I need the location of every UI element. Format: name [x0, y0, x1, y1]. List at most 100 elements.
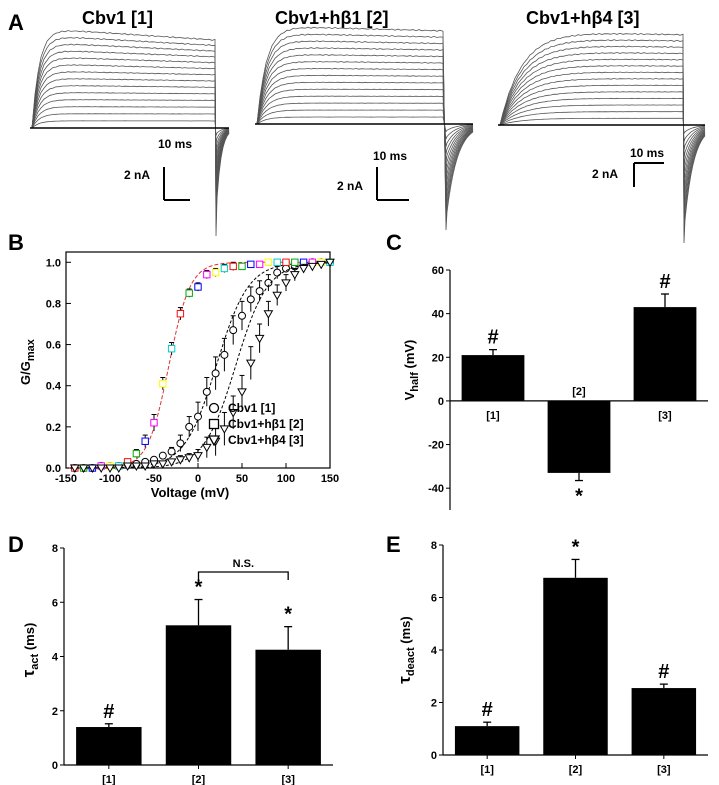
current-trace: [499, 52, 706, 218]
data-point: [237, 388, 247, 397]
data-point: [122, 462, 133, 471]
current-trace: [256, 40, 474, 215]
data-point: [157, 460, 168, 469]
data-point: [255, 287, 264, 296]
data-point: [273, 258, 281, 266]
data-point: [228, 408, 239, 418]
y-tick-label: 6: [52, 597, 58, 609]
data-point: [211, 369, 220, 378]
current-trace: [499, 91, 706, 168]
panel-letter-c: C: [386, 230, 402, 255]
legend-b: Cbv1 [1] Cbv1+hβ1 [2] Cbv1+hβ4 [3]: [207, 401, 304, 447]
y-tick-label: 0: [431, 750, 437, 762]
current-trace: [499, 32, 706, 244]
data-point: [166, 458, 177, 467]
y-tick-label: -20: [428, 440, 444, 452]
x-tick-label: -100: [99, 473, 121, 485]
current-trace: [499, 117, 706, 135]
conductance-voltage-plot: -150 -100 -50 0 50 100 150 0.0 0.2 0.4 0.6 0.8 1.0: [46, 251, 339, 485]
data-point: [202, 387, 211, 396]
current-trace: [499, 78, 706, 185]
legend-label: Cbv1+hβ1 [2]: [228, 417, 304, 431]
current-trace: [256, 88, 474, 162]
significance-mark: *: [284, 604, 292, 626]
current-trace: [499, 111, 706, 143]
panel-letter-b: B: [8, 230, 24, 255]
significance-mark: #: [659, 271, 670, 293]
category-label: [2]: [192, 774, 206, 785]
current-trace: [499, 58, 706, 210]
y-tick-label: 0.6: [46, 340, 61, 352]
current-trace: [499, 71, 706, 193]
y-tick-label: 40: [432, 309, 444, 321]
data-point: [219, 425, 230, 434]
bracket-label: N.S.: [233, 558, 254, 570]
data-point: [246, 295, 255, 304]
data-point: [273, 268, 282, 277]
data-point: [307, 262, 318, 272]
y-tick-label: 2: [52, 706, 58, 718]
data-point: [194, 283, 202, 291]
significance-mark: #: [103, 701, 114, 723]
current-trace: [31, 71, 230, 190]
data-point: [238, 311, 246, 320]
current-trace: [31, 120, 230, 136]
data-point: [272, 291, 283, 301]
y-axis-label-c: Vhalf (mV): [402, 340, 421, 401]
y-axis-label-d: τact (ms): [19, 623, 41, 678]
current-trace: [256, 33, 474, 223]
scale-bar-1: 10 ms 2 nA: [124, 137, 192, 201]
bar: [454, 726, 520, 755]
data-point: [194, 412, 202, 421]
category-label: [1]: [486, 410, 500, 422]
data-point: [149, 460, 159, 469]
data-point: [176, 439, 185, 448]
bar: [547, 400, 611, 473]
data-point: [185, 422, 194, 431]
y-axis-label-e: τdeact (ms): [395, 616, 417, 683]
current-trace: [31, 99, 230, 159]
significance-bracket: [197, 571, 289, 580]
current-trace: [256, 26, 474, 231]
current-trace: [31, 85, 230, 175]
significance-mark: *: [575, 486, 583, 508]
data-point: [176, 310, 185, 318]
x-tick-label: -50: [146, 473, 162, 485]
data-point: [132, 449, 141, 458]
category-label: [1]: [480, 764, 494, 776]
y-tick-label: -40: [428, 483, 444, 495]
current-trace: [31, 57, 230, 206]
y-tick-label: 20: [432, 352, 444, 364]
current-trace: [256, 81, 474, 170]
trace-group-3: Cbv1+hβ4 [3] 10 ms 2 nA: [498, 8, 706, 244]
data-point: [254, 334, 265, 344]
data-point: [282, 264, 290, 273]
y-tick-label: 0.0: [46, 463, 61, 475]
x-tick-label: 0: [195, 473, 201, 485]
data-point: [316, 260, 327, 270]
data-point: [193, 452, 203, 461]
data-point: [167, 344, 176, 353]
current-trace: [31, 50, 230, 213]
current-trace: [31, 36, 230, 229]
scale-time-3: 10 ms: [630, 146, 664, 160]
current-trace: [499, 104, 706, 151]
bar: [543, 577, 608, 755]
y-axis-label-b: G/Gmax: [18, 338, 37, 385]
data-point: [289, 271, 300, 280]
current-trace: [499, 97, 706, 159]
tau-deact-bar-chart: 0 2 4 6 8 [1] # [2] * [3] #: [431, 536, 708, 776]
category-label: [2]: [569, 764, 583, 776]
panel-d: D τact (ms) 0 2 4 6 8 [1] # [2] * [3] * N.S.: [8, 532, 333, 785]
data-point: [175, 456, 186, 465]
current-trace: [256, 95, 474, 155]
y-tick-label: 0.4: [46, 381, 62, 393]
legend-marker: [208, 402, 220, 414]
panel-letter-d: D: [8, 532, 24, 557]
data-point: [87, 464, 98, 474]
bar: [461, 355, 525, 401]
current-trace: [256, 54, 474, 200]
y-tick-label: 1.0: [46, 257, 61, 269]
bar: [631, 688, 697, 755]
bar: [633, 307, 697, 401]
